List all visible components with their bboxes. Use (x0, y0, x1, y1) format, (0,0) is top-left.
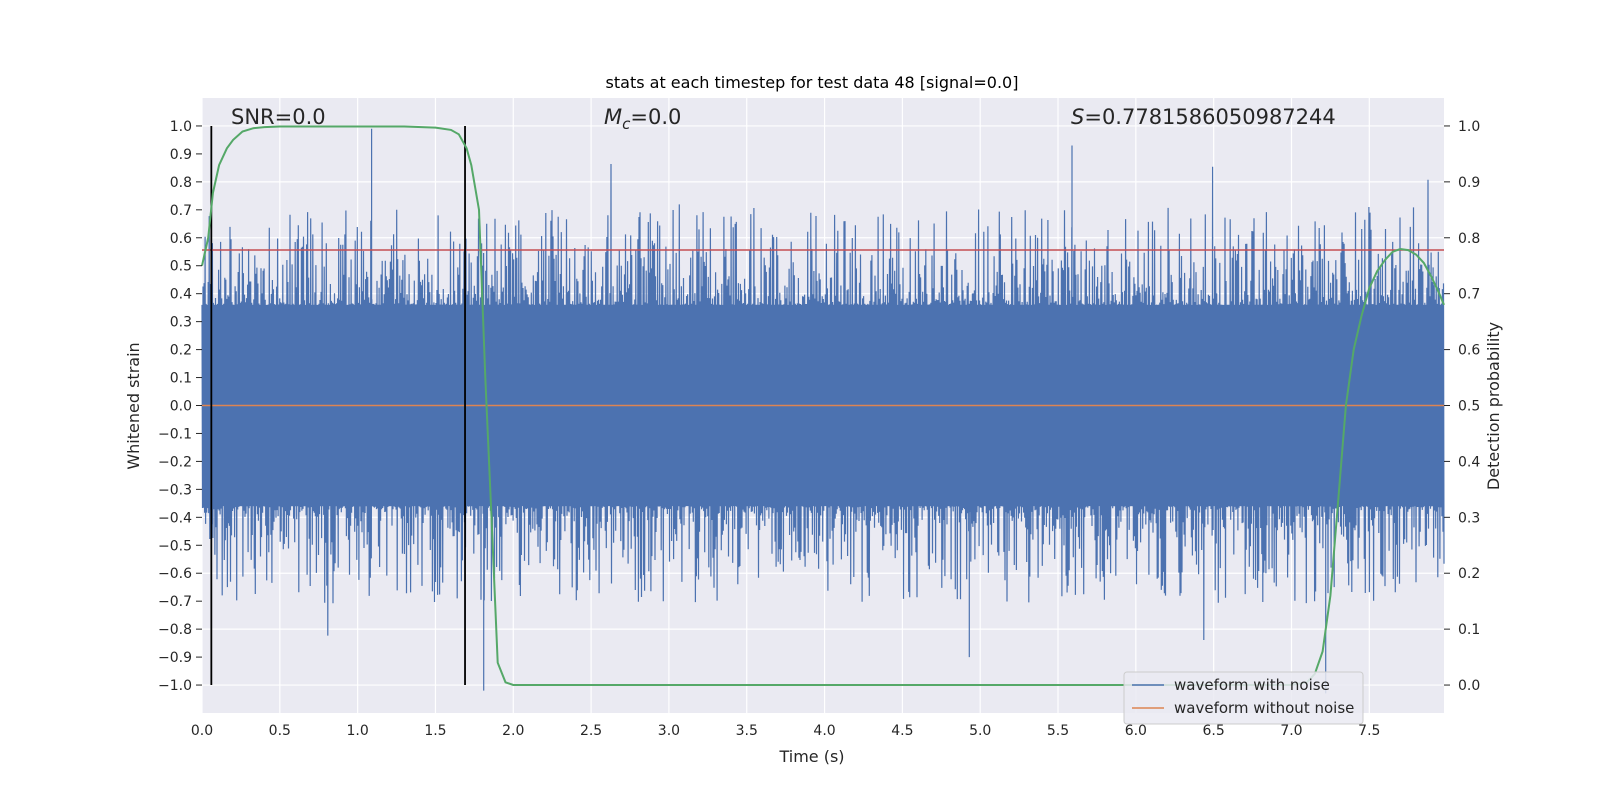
y2-tick-label: 0.0 (1458, 678, 1480, 694)
overlays (201, 125, 1445, 686)
y-tick-label: 0.4 (170, 287, 192, 303)
y2-tick-label: 0.1 (1458, 622, 1480, 638)
y-tick-label: −0.5 (158, 538, 192, 554)
y-tick-label: −0.2 (158, 454, 192, 470)
y-tick-label: −1.0 (158, 678, 192, 694)
s-value: =0.7781586050987244 (1084, 105, 1335, 129)
y-tick-label: −0.3 (158, 482, 192, 498)
x-tick-label: 0.5 (269, 723, 291, 739)
mc-annotation: Mc=0.0 (604, 105, 681, 133)
y-tick-label: −0.4 (158, 510, 192, 526)
y-tick-label: 0.6 (170, 231, 192, 247)
x-tick-label: 1.5 (424, 723, 446, 739)
x-tick-label: 5.5 (1047, 723, 1069, 739)
y-tick-label: 0.7 (170, 203, 192, 219)
legend-box (1123, 671, 1364, 725)
x-tick-label: 5.0 (969, 723, 991, 739)
y2-tick-label: 1.0 (1458, 119, 1480, 135)
y-tick-label: −0.1 (158, 426, 192, 442)
x-tick-label: 7.5 (1358, 723, 1380, 739)
y2-tick-label: 0.4 (1458, 454, 1480, 470)
y-tick-label: 0.3 (170, 315, 192, 331)
y-tick-label: 0.9 (170, 147, 192, 163)
y-tick-label: 0.1 (170, 371, 192, 387)
y-axis-label: Whitened strain (124, 342, 143, 469)
legend-label-clean: waveform without noise (1174, 699, 1354, 717)
legend: waveform with noise waveform without noi… (1123, 671, 1364, 725)
y2-axis-label: Detection probability (1484, 322, 1503, 490)
x-axis-label: Time (s) (778, 747, 844, 766)
y2-tick-label: 0.8 (1458, 231, 1480, 247)
y2-tick-label: 0.9 (1458, 175, 1480, 191)
x-tick-label: 0.0 (191, 723, 213, 739)
x-tick-label: 2.5 (580, 723, 602, 739)
y-tick-label: −0.8 (158, 622, 192, 638)
x-tick-label: 7.0 (1280, 723, 1302, 739)
y2-tick-label: 0.3 (1458, 510, 1480, 526)
y-tick-label: −0.6 (158, 566, 192, 582)
y-tick-label: 1.0 (170, 119, 192, 135)
mc-symbol: M (604, 105, 622, 129)
x-tick-label: 3.5 (736, 723, 758, 739)
snr-annotation: SNR=0.0 (231, 105, 326, 129)
y2-tick-label: 0.5 (1458, 399, 1480, 415)
x-tick-label: 6.5 (1203, 723, 1225, 739)
y2-tick-label: 0.2 (1458, 566, 1480, 582)
x-tick-label: 1.0 (347, 723, 369, 739)
x-tick-label: 3.0 (658, 723, 680, 739)
ticks: 0.0 0.5 1.0 1.5 2.0 2.5 3.0 3.5 4.0 4.5 5.0 5.5 6.0 6… (158, 119, 1480, 739)
chart-title: stats at each timestep for test data 48 … (606, 73, 1019, 92)
x-tick-label: 2.0 (502, 723, 524, 739)
x-tick-label: 4.5 (891, 723, 913, 739)
y-tick-label: 0.2 (170, 343, 192, 359)
y2-tick-label: 0.7 (1458, 287, 1480, 303)
x-tick-label: 6.0 (1125, 723, 1147, 739)
y-tick-label: 0.0 (170, 399, 192, 415)
x-tick-label: 4.0 (813, 723, 835, 739)
s-annotation: S=0.7781586050987244 (1071, 105, 1336, 129)
detection-probability-line (201, 125, 1445, 686)
mc-subscript: c (622, 115, 631, 133)
mc-value: =0.0 (630, 105, 681, 129)
legend-label-noise: waveform with noise (1174, 676, 1330, 694)
s-symbol: S (1071, 105, 1084, 129)
y-tick-label: 0.5 (170, 259, 192, 275)
y-tick-label: −0.7 (158, 594, 192, 610)
y-tick-label: −0.9 (158, 650, 192, 666)
y2-tick-label: 0.6 (1458, 343, 1480, 359)
y-tick-label: 0.8 (170, 175, 192, 191)
